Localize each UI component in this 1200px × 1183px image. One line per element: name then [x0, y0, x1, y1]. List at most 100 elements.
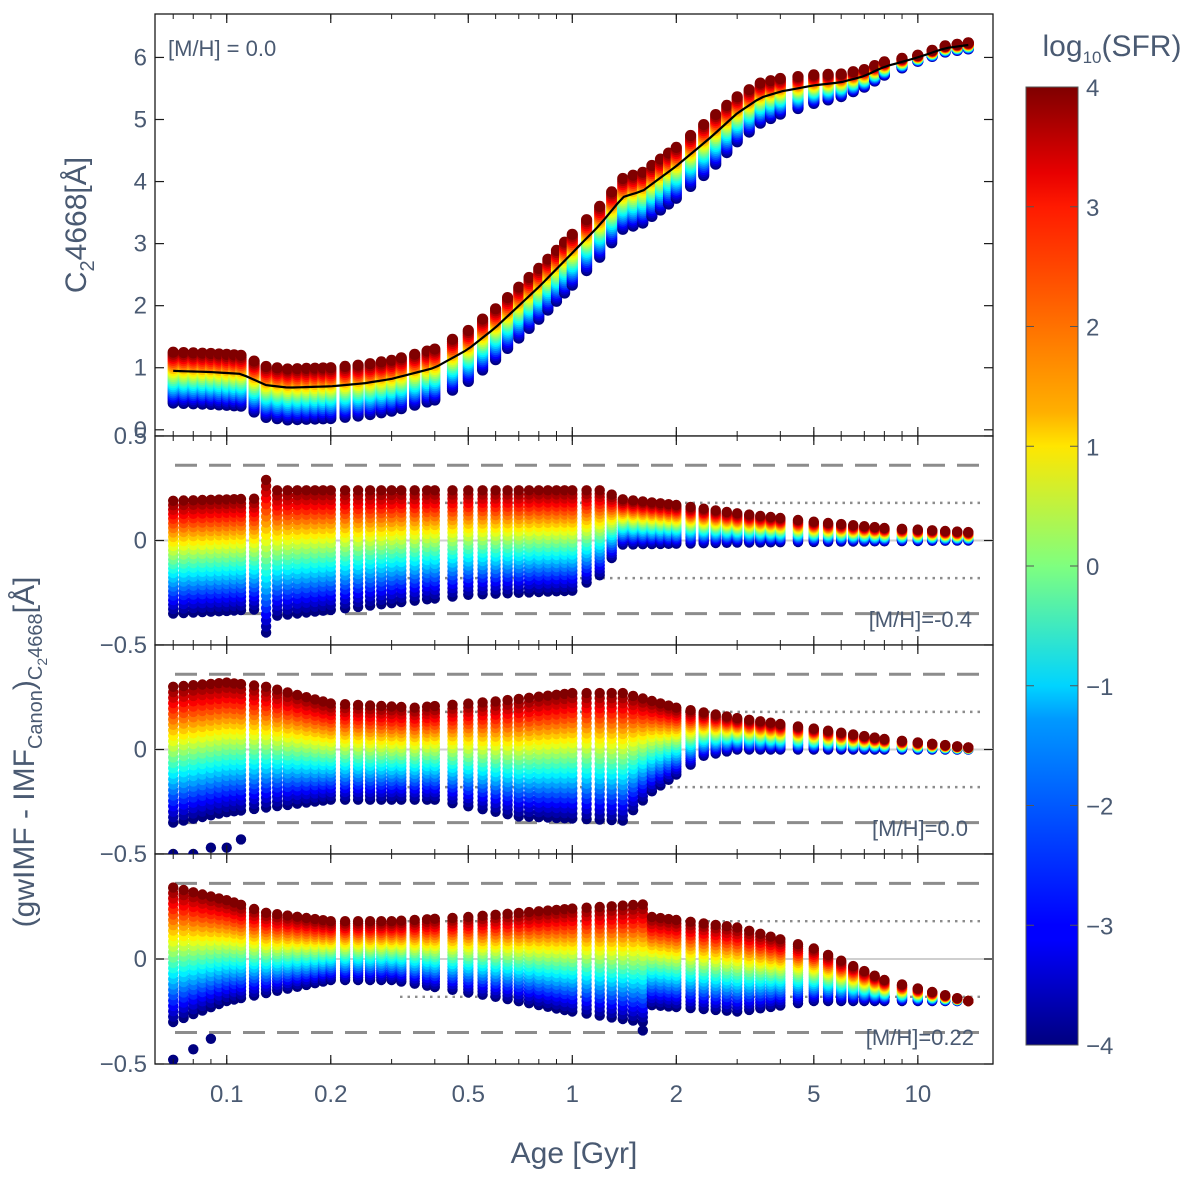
diff-point	[822, 517, 834, 529]
top-point	[502, 292, 514, 304]
diff-point	[765, 511, 776, 523]
diff-point	[396, 701, 407, 713]
diff-point	[409, 702, 420, 713]
diff-point	[808, 516, 819, 527]
diff-point	[235, 493, 247, 505]
top-point	[352, 359, 364, 371]
top-point	[951, 38, 963, 50]
diff-point	[533, 485, 544, 496]
diff-point	[364, 700, 376, 711]
diff-point	[755, 510, 766, 522]
diff-point	[477, 485, 488, 496]
diff-point	[301, 692, 312, 703]
diff-point	[168, 681, 179, 692]
diff-point	[513, 485, 524, 496]
top-point	[869, 60, 881, 72]
top-panel-points	[167, 37, 974, 426]
diff-point	[567, 687, 578, 699]
top-point	[477, 313, 489, 325]
top-point	[731, 91, 743, 103]
diff-point	[542, 690, 554, 701]
top-point	[670, 141, 682, 153]
diff-point	[869, 521, 880, 533]
diff-point	[627, 690, 639, 702]
top-point	[566, 228, 578, 240]
top-point	[187, 347, 199, 359]
diff-point	[447, 485, 458, 496]
diff-point	[463, 485, 474, 496]
diff-point	[178, 495, 189, 506]
diff-point	[836, 518, 847, 530]
top-point	[646, 159, 658, 172]
top-point	[364, 358, 376, 370]
diff-point	[325, 485, 336, 496]
diff-point	[744, 509, 755, 520]
top-point	[617, 172, 629, 185]
top-point	[196, 347, 208, 359]
diff-point	[513, 693, 524, 705]
top-point	[291, 363, 303, 375]
top-point	[271, 362, 283, 374]
diff-point	[606, 687, 617, 699]
panel-mh-m04-points	[168, 474, 974, 638]
diff-point	[409, 485, 420, 496]
diff-point	[952, 526, 963, 537]
top-point	[606, 186, 618, 198]
diff-point	[963, 526, 974, 538]
diff-point	[637, 693, 648, 704]
diff-point	[502, 694, 513, 706]
top-point	[774, 72, 786, 85]
diff-point	[197, 679, 208, 690]
panel-mh-00-points	[168, 677, 974, 854]
diff-point	[775, 512, 786, 524]
top-point	[858, 64, 870, 76]
diff-point	[309, 694, 321, 705]
top-point	[462, 324, 474, 337]
diff-point	[205, 494, 217, 505]
diff-point	[859, 521, 870, 532]
top-point	[282, 363, 294, 375]
diff-point	[292, 689, 303, 701]
diff-point	[197, 494, 208, 506]
diff-point	[617, 687, 628, 699]
diff-point	[940, 525, 951, 537]
diff-point	[502, 485, 513, 496]
top-point	[375, 356, 387, 368]
diff-point	[490, 485, 501, 496]
diff-point	[429, 700, 440, 712]
top-point	[429, 343, 441, 355]
diff-point	[627, 495, 639, 506]
diff-point	[213, 494, 225, 505]
diff-point	[386, 485, 397, 496]
top-point	[835, 68, 847, 80]
top-point	[260, 360, 272, 373]
top-point	[542, 253, 554, 265]
top-point	[627, 169, 639, 181]
top-point	[490, 303, 502, 315]
diff-point	[646, 497, 658, 508]
top-point	[685, 129, 697, 142]
top-point	[962, 37, 974, 49]
diff-point	[477, 697, 488, 708]
top-point	[743, 84, 755, 96]
diff-point	[848, 520, 859, 531]
top-point	[339, 360, 351, 372]
diff-point	[617, 494, 628, 505]
top-point	[698, 119, 710, 131]
top-point	[386, 354, 398, 366]
diff-point	[339, 485, 351, 496]
diff-point	[732, 508, 743, 519]
diff-point	[710, 505, 721, 516]
top-point	[765, 75, 777, 87]
top-point	[792, 71, 804, 83]
diff-point	[386, 701, 397, 712]
diff-point	[581, 485, 592, 496]
diff-point	[282, 687, 293, 698]
top-point	[325, 362, 337, 374]
diff-point	[655, 498, 666, 509]
top-point	[167, 346, 179, 358]
top-point	[523, 271, 535, 284]
top-point	[235, 349, 247, 361]
diff-point	[927, 525, 938, 536]
